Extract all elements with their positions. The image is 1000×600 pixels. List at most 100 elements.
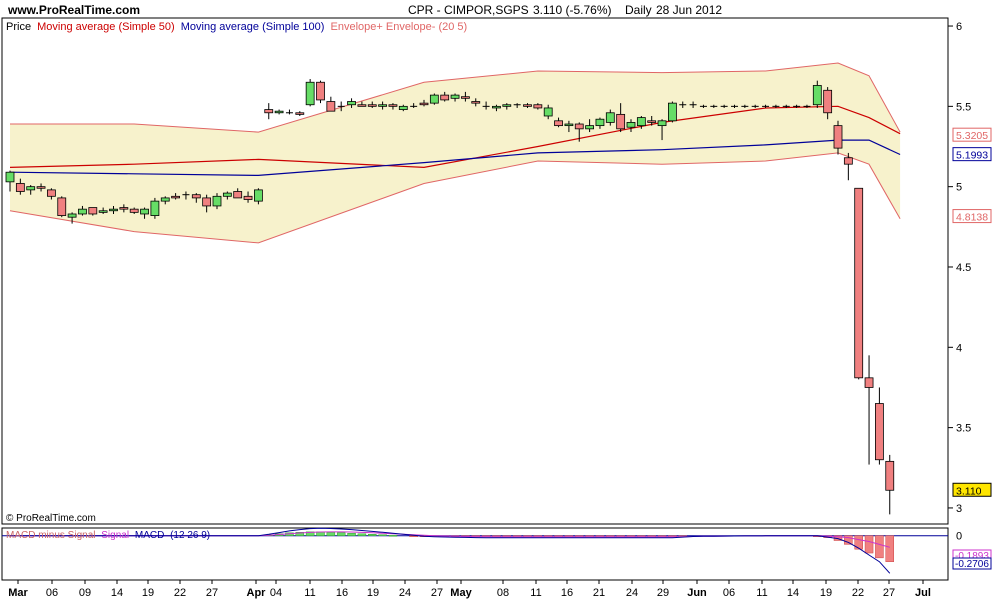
macd-legend-params: (12 26 9) [170,530,210,541]
candle [657,119,667,141]
candle [854,187,864,380]
macd-histogram-bar [875,535,884,559]
candle [160,196,170,205]
candle-body [502,104,512,107]
candle [337,101,345,112]
legend-price: Price [6,21,31,33]
x-tick-label: 14 [787,587,799,599]
candle [140,207,149,219]
candle [47,188,56,200]
x-tick-label: 06 [723,587,735,599]
candle [285,109,293,115]
candle [833,120,843,155]
candle-body [222,192,232,197]
candle-body [243,195,253,200]
candle [803,104,811,108]
candle-body [191,194,201,199]
x-tick-label: 11 [756,587,767,599]
candle [182,191,190,200]
candle [326,96,336,112]
candle [864,355,874,465]
macd-histogram-bar [388,534,398,537]
x-tick-label: 27 [431,587,443,599]
macd-line [10,527,891,574]
candle [710,104,718,108]
candle [626,119,636,133]
x-tick-label: 22 [852,587,864,599]
candle [668,101,677,123]
date-label: 28 Jun 2012 [656,3,722,17]
last-price-label-text: 3.110 [956,485,982,497]
candle [202,194,212,213]
ma100-value-label-box [952,147,992,162]
candle [233,188,243,199]
y-tick-label: 5 [956,182,962,194]
candle [171,193,181,200]
candle-body [88,207,98,215]
candle-body [605,112,615,123]
x-tick-label: 21 [593,587,605,599]
candle-body [212,195,222,207]
x-tick-label: 27 [883,587,895,599]
envelope-band [10,63,901,243]
candle-body [264,109,274,114]
candle-body [626,122,636,128]
y-tick-label: 4.5 [956,262,971,274]
candle [762,104,770,108]
last-price-label: 3.110 [952,482,992,497]
candle-body [864,377,874,388]
candle-body [812,85,822,106]
envelope-value-label-text: 4.8138 [956,212,988,224]
last-price-label-box [952,482,992,497]
ma100-value-label-text: 5.1993 [956,150,988,162]
candle [772,104,780,108]
envelope-value-label: 4.8138 [952,209,992,224]
candle-body [57,197,67,216]
candle-body [574,123,584,130]
candle [357,101,367,107]
macd-histogram-bar [357,533,367,536]
candle [410,103,418,108]
candle [564,120,574,133]
candle [793,104,801,108]
x-tick-label: 19 [142,587,154,599]
macd-histogram-bar [885,535,894,562]
candle [502,103,512,110]
candle-body [875,403,884,461]
ma50-value-label-text: 5.3205 [956,130,988,142]
candle [782,104,790,108]
candle [543,104,553,120]
candle-body [843,157,853,165]
x-tick-label: 04 [270,587,282,599]
candle [398,104,408,112]
candle [429,93,439,105]
macd-histogram-bar [295,532,305,536]
x-tick-label: 11 [530,587,541,599]
candle [316,80,325,104]
candle [699,104,707,108]
macd-histogram-bar [326,532,336,536]
candle [264,103,274,120]
macd-legend-signal: Signal [101,530,129,541]
candle [367,101,377,108]
candle-body [668,102,677,122]
site-title[interactable]: www.ProRealTime.com [7,3,140,17]
envelope-upper-line [10,62,901,133]
candle-body [26,186,36,191]
candle [295,111,305,116]
x-tick-label: 11 [304,587,315,599]
candle [419,99,429,107]
candle [378,101,388,110]
legend-ma50: Moving average (Simple 50) [37,21,175,33]
candle [36,183,46,192]
x-tick-label: May [450,587,472,599]
candle-body [78,208,87,215]
candle [5,170,15,192]
candle-body [636,117,646,127]
macd-histogram-bar [864,535,874,554]
macd-histogram-bar [336,532,346,536]
y-tick-label: 5.5 [956,101,971,113]
period-label: Daily [625,3,652,17]
macd-histogram-bar [305,531,315,536]
macd-value-box [952,557,992,570]
